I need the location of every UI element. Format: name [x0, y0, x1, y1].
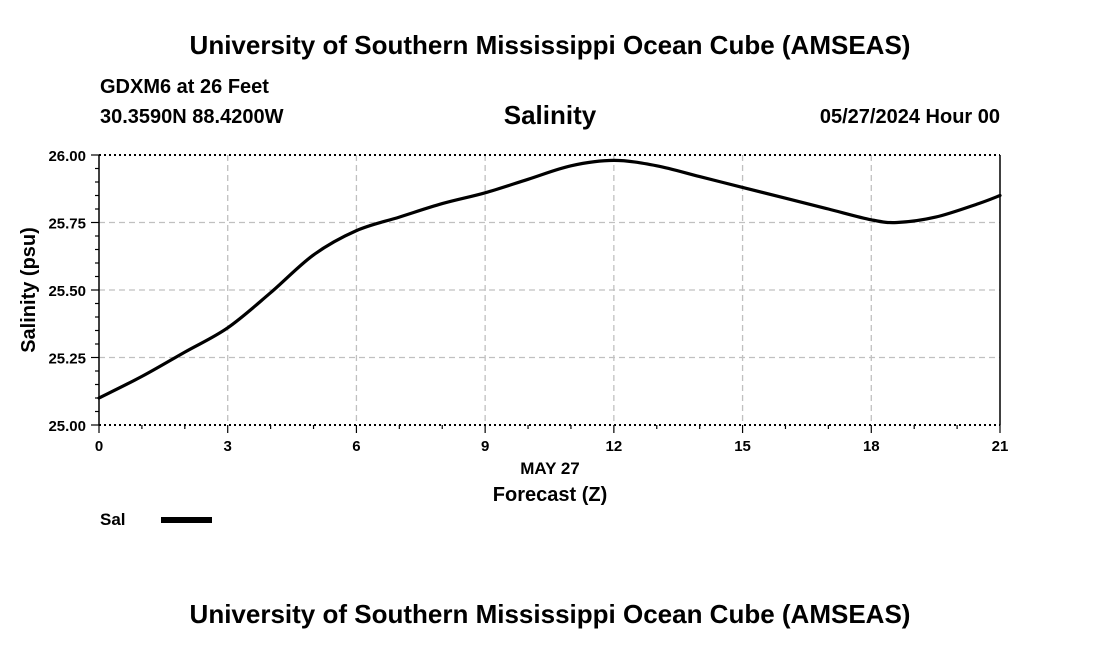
- x-tick-label: 3: [224, 438, 232, 455]
- plot-frame: [98, 154, 1001, 426]
- x-axis-title: Forecast (Z): [493, 484, 607, 506]
- forecast-datetime: 05/27/2024 Hour 00: [819, 106, 1000, 128]
- axis-labels: MAY 27 Forecast (Z) Salinity (psu): [18, 227, 607, 506]
- y-tick-label: 25.00: [48, 418, 86, 435]
- x-tick-label: 12: [606, 438, 623, 455]
- station-coordinates: 30.3590N 88.4200W: [100, 106, 284, 128]
- axis-ticks: 25.00 25.25 25.50 25.75 26.00 0 3 6 9 12 15 18 21: [48, 148, 1008, 455]
- y-tick-label: 25.50: [48, 283, 86, 300]
- x-tick-label: 15: [734, 438, 751, 455]
- y-tick-label: 26.00: [48, 148, 86, 165]
- chart-title: Salinity: [503, 100, 597, 130]
- x-axis-date-label: MAY 27: [520, 459, 580, 478]
- x-tick-label: 18: [863, 438, 880, 455]
- footer-title: University of Southern Mississippi Ocean…: [189, 599, 911, 629]
- y-tick-label: 25.75: [48, 216, 86, 233]
- x-tick-label: 0: [95, 438, 103, 455]
- y-axis-title: Salinity (psu): [18, 227, 40, 353]
- series-line-sal: [97, 158, 1002, 400]
- x-tick-label: 9: [481, 438, 489, 455]
- grid-lines: [99, 155, 1000, 425]
- x-tick-label: 21: [992, 438, 1009, 455]
- legend: Sal: [100, 510, 212, 529]
- y-tick-label: 25.25: [48, 351, 86, 368]
- legend-label-sal: Sal: [100, 510, 126, 529]
- station-label: GDXM6 at 26 Feet: [100, 76, 269, 98]
- page-title: University of Southern Mississippi Ocean…: [189, 30, 911, 60]
- series-layer: [97, 158, 1002, 400]
- x-tick-label: 6: [352, 438, 360, 455]
